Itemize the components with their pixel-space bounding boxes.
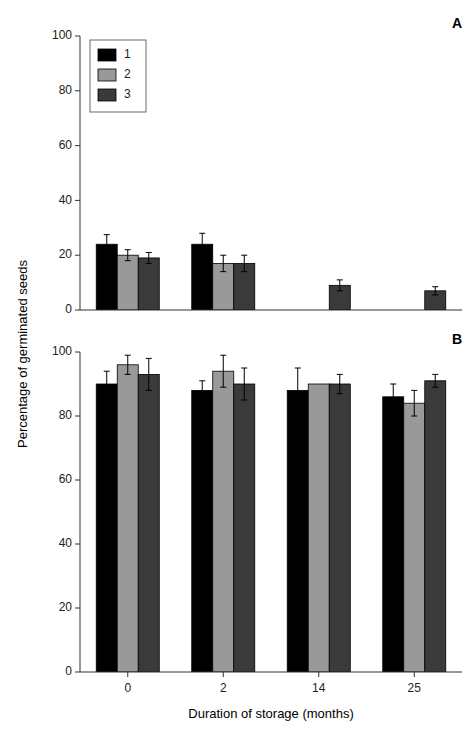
panel-label: B bbox=[452, 331, 462, 347]
error-bar bbox=[411, 390, 417, 416]
y-tick-label: 20 bbox=[59, 600, 73, 614]
legend-frame bbox=[90, 40, 146, 112]
y-tick-label: 40 bbox=[59, 536, 73, 550]
bar bbox=[383, 397, 404, 672]
bars bbox=[96, 355, 446, 672]
error-bar bbox=[220, 255, 226, 271]
error-bar bbox=[199, 381, 205, 400]
x-tick-label: 2 bbox=[220, 681, 227, 695]
bar bbox=[308, 384, 329, 672]
y-tick-label: 80 bbox=[59, 408, 73, 422]
error-bar bbox=[337, 374, 343, 393]
error-bar bbox=[241, 255, 247, 271]
x-axis bbox=[80, 310, 462, 311]
bar bbox=[213, 371, 234, 672]
y-tick-label: 0 bbox=[65, 302, 72, 316]
error-bar bbox=[220, 355, 226, 387]
legend-swatch bbox=[98, 89, 116, 101]
x-tick-label: 25 bbox=[408, 681, 422, 695]
error-bar bbox=[390, 384, 396, 410]
y-tick bbox=[75, 145, 80, 146]
legend: 1 2 3 bbox=[90, 40, 146, 112]
panel: 0 20 40 60 80 100 0 2 14 25 B bbox=[52, 331, 462, 695]
bar bbox=[117, 255, 138, 310]
error-bar bbox=[199, 233, 205, 255]
y-tick-label: 60 bbox=[59, 138, 73, 152]
error-bar bbox=[104, 235, 110, 254]
bar bbox=[96, 244, 117, 310]
y-axis bbox=[80, 36, 81, 310]
panel: 0 20 40 60 80 100 A 1 2 3 bbox=[52, 15, 462, 316]
legend-label: 1 bbox=[124, 47, 131, 61]
error-bar bbox=[432, 374, 438, 387]
x-axis bbox=[80, 672, 462, 673]
y-tick bbox=[75, 480, 80, 481]
bar bbox=[192, 390, 213, 672]
x-tick-label: 0 bbox=[124, 681, 131, 695]
error-bar bbox=[104, 371, 110, 397]
legend-label: 3 bbox=[124, 87, 131, 101]
error-bar bbox=[146, 252, 152, 263]
y-tick bbox=[75, 544, 80, 545]
x-tick bbox=[318, 672, 319, 677]
y-tick bbox=[75, 310, 80, 311]
panel-label: A bbox=[452, 15, 462, 31]
y-tick bbox=[75, 90, 80, 91]
bar bbox=[425, 381, 446, 672]
bar bbox=[234, 384, 255, 672]
error-bar bbox=[432, 287, 438, 295]
y-tick bbox=[75, 352, 80, 353]
x-tick bbox=[414, 672, 415, 677]
x-tick-label: 14 bbox=[312, 681, 326, 695]
error-bar bbox=[295, 368, 301, 413]
bar bbox=[117, 365, 138, 672]
bar bbox=[138, 258, 159, 310]
legend-swatch bbox=[98, 69, 116, 81]
y-tick-label: 20 bbox=[59, 247, 73, 261]
y-axis bbox=[80, 352, 81, 672]
y-tick bbox=[75, 200, 80, 201]
bar bbox=[287, 390, 308, 672]
y-tick-label: 40 bbox=[59, 193, 73, 207]
y-tick bbox=[75, 672, 80, 673]
bar bbox=[404, 403, 425, 672]
y-tick-label: 100 bbox=[52, 28, 72, 42]
bar bbox=[138, 374, 159, 672]
chart-root: 020406080100A123Percentage of germinated… bbox=[0, 0, 474, 753]
legend-label: 2 bbox=[124, 67, 131, 81]
bar bbox=[96, 384, 117, 672]
x-tick bbox=[223, 672, 224, 677]
x-axis-label: Duration of storage (months) bbox=[188, 706, 353, 721]
y-tick bbox=[75, 255, 80, 256]
error-bar bbox=[125, 250, 131, 261]
y-tick-label: 0 bbox=[65, 664, 72, 678]
x-tick bbox=[127, 672, 128, 677]
y-tick-label: 80 bbox=[59, 83, 73, 97]
y-tick bbox=[75, 416, 80, 417]
y-tick-label: 100 bbox=[52, 344, 72, 358]
error-bar bbox=[337, 280, 343, 291]
y-axis-label: Percentage of germinated seeds bbox=[15, 260, 30, 448]
legend-swatch bbox=[98, 49, 116, 61]
y-tick bbox=[75, 608, 80, 609]
bars bbox=[96, 233, 446, 310]
error-bar bbox=[146, 358, 152, 390]
y-tick-label: 60 bbox=[59, 472, 73, 486]
bar bbox=[329, 384, 350, 672]
error-bar bbox=[125, 355, 131, 374]
error-bar bbox=[241, 368, 247, 400]
y-tick bbox=[75, 36, 80, 37]
